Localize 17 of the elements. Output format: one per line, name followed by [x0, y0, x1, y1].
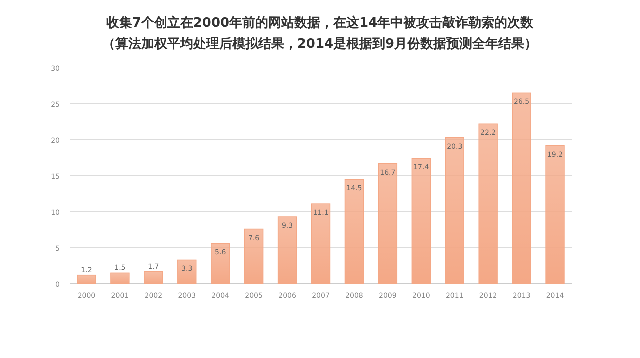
bar: [244, 228, 264, 284]
bar: [378, 163, 398, 284]
bar: [311, 204, 331, 284]
chart-subtitle: （算法加权平均处理后模拟结果，2014是根据到9月份数据预测全年结果）: [102, 36, 538, 52]
bar: [210, 243, 230, 284]
bar: [478, 124, 498, 284]
chart-title: 收集7个创立在2000年前的网站数据，在这14年中被攻击敲诈勒索的次数: [106, 15, 535, 31]
bar: [178, 260, 197, 284]
bar: [278, 216, 298, 284]
bar: [77, 274, 96, 284]
bar: [546, 145, 565, 284]
bar: [110, 272, 130, 284]
bar: [445, 137, 464, 284]
bar: [512, 92, 532, 284]
bar: [144, 271, 164, 284]
bar: [412, 158, 432, 284]
bar: [344, 179, 364, 284]
